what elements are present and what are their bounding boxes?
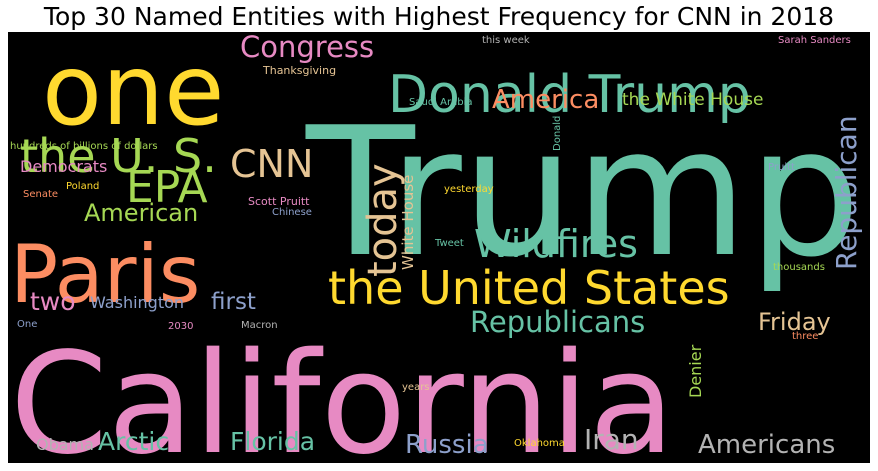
word-american: American (84, 199, 198, 227)
word-thanksgiving: Thanksgiving (262, 64, 336, 77)
word-oklahoma: Oklahoma (514, 438, 565, 449)
word-macron: Macron (241, 320, 278, 331)
word-washington: Washington (90, 293, 184, 312)
word-cnn: CNN (230, 142, 313, 186)
word-donald-trump: Donald Trump (388, 65, 751, 125)
word-two: two (30, 287, 76, 316)
word-tweet: Tweet (434, 238, 464, 249)
word-chinese: Chinese (272, 207, 312, 218)
word-the-white-house: the White House (622, 90, 763, 110)
cloud-background (8, 32, 870, 463)
word-arctic: Arctic (98, 427, 169, 456)
word-democrats: Democrats (20, 157, 107, 176)
word-2030: 2030 (168, 321, 193, 332)
word-paris: Paris (10, 228, 200, 321)
word-congress: Congress (240, 32, 374, 64)
word-epa: EPA (126, 162, 208, 213)
word-thousands: thousands (773, 262, 825, 273)
word-obama: Obama (36, 435, 94, 454)
word-first: first (211, 289, 256, 315)
word-scott-pruitt: Scott Pruitt (248, 195, 310, 208)
word-poland: Poland (66, 181, 99, 192)
word-one: One (17, 319, 37, 330)
word-wildfires: Wildfires (474, 222, 638, 266)
word-russia: Russia (405, 430, 489, 460)
word-california: California (10, 323, 675, 463)
word-this-week: this week (482, 35, 530, 46)
word-today: today (360, 163, 406, 277)
word-hundreds-of-billions-of-dollars: hundreds of billions of dollars (10, 141, 158, 152)
word-one: one (42, 34, 224, 148)
word-the-united-states: the United States (328, 261, 730, 315)
word-sarah-sanders: Sarah Sanders (778, 35, 851, 46)
word-trump: Trump (305, 89, 861, 296)
word-denier: Denier (686, 344, 705, 398)
word-america: America (492, 85, 599, 115)
word-the-u-s: the U. S. (20, 129, 217, 183)
word-senate: Senate (23, 189, 58, 200)
word-saudi-arabia: Saudi Arabia (409, 97, 472, 108)
word-friday: Friday (758, 308, 831, 336)
word-florida: Florida (230, 427, 315, 456)
word-republican: Republican (830, 115, 863, 270)
word-republicans: Republicans (470, 305, 645, 339)
word-iran: Iran (584, 423, 639, 456)
word-three: three (792, 331, 818, 342)
word-white-house: White House (399, 175, 417, 270)
word-americans: Americans (698, 430, 835, 460)
chart-title: Top 30 Named Entities with Highest Frequ… (43, 2, 835, 31)
word-yesterday: yesterday (444, 184, 494, 195)
word-donald: Donald (552, 116, 563, 151)
word-cloud: Trump California one Paris Donald Trump the U… (8, 32, 870, 463)
word-group: Trump California one Paris Donald Trump the U… (10, 32, 863, 463)
word-years: years (402, 382, 430, 393)
word-pruitt: Pruitt (768, 162, 795, 173)
